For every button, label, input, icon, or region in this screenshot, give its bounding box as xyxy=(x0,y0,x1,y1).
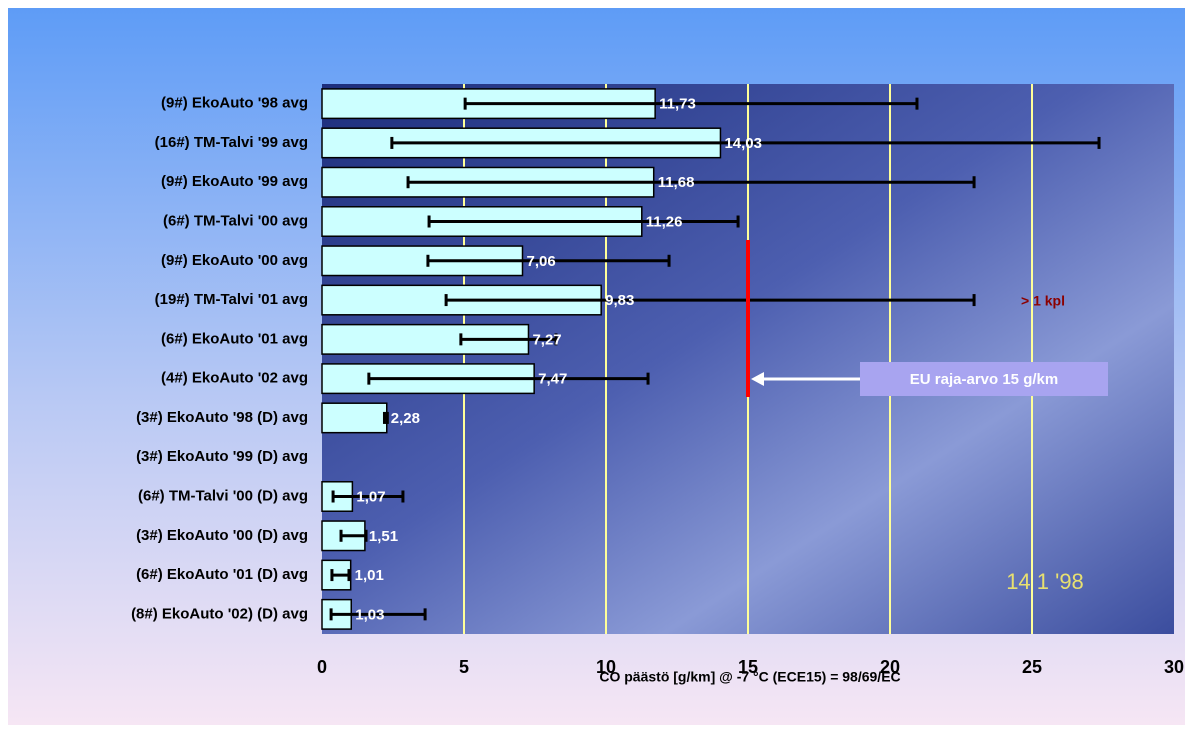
y-tick-label: (8#) EkoAuto '02) (D) avg xyxy=(131,605,308,622)
error-bar xyxy=(329,608,427,621)
value-label: 7,27 xyxy=(532,331,561,348)
value-label: 11,68 xyxy=(658,174,695,191)
y-tick-label: (3#) EkoAuto '98 (D) avg xyxy=(136,409,308,426)
value-label: 7,06 xyxy=(527,253,556,270)
error-bar xyxy=(459,333,558,346)
value-label: 1,51 xyxy=(369,528,398,545)
error-bar xyxy=(330,569,351,582)
x-tick-label: 15 xyxy=(738,657,758,677)
error-bar xyxy=(427,215,740,228)
error-bar xyxy=(390,136,1101,149)
y-tick-label: (9#) EkoAuto '98 avg xyxy=(161,95,308,112)
error-bar xyxy=(339,529,368,542)
x-tick-label: 0 xyxy=(317,657,327,677)
x-tick-label: 25 xyxy=(1022,657,1042,677)
photo-stamp: 14 1 '98 xyxy=(1006,569,1084,594)
error-bar xyxy=(444,294,976,307)
y-tick-label: (6#) TM-Talvi '00 avg xyxy=(163,212,308,229)
x-tick-label: 30 xyxy=(1164,657,1184,677)
limit-label: EU raja-arvo 15 g/km xyxy=(910,371,1058,388)
y-tick-label: (6#) TM-Talvi '00 (D) avg xyxy=(138,487,308,504)
error-bar xyxy=(331,490,405,503)
value-label: 9,83 xyxy=(605,292,634,309)
error-bar xyxy=(367,372,650,385)
y-tick-label: (4#) EkoAuto '02 avg xyxy=(161,370,308,387)
y-tick-label: (9#) EkoAuto '99 avg xyxy=(161,173,308,190)
y-tick-label: (3#) EkoAuto '99 (D) avg xyxy=(136,448,308,465)
y-tick-label: (16#) TM-Talvi '99 avg xyxy=(155,134,308,151)
bar xyxy=(321,402,388,434)
error-bar xyxy=(426,254,671,267)
limit-box xyxy=(860,362,1108,396)
x-tick-label: 10 xyxy=(596,657,616,677)
error-bar xyxy=(382,411,389,424)
value-label: 2,28 xyxy=(391,410,420,427)
x-tick-label: 20 xyxy=(880,657,900,677)
y-tick-label: (6#) EkoAuto '01 avg xyxy=(161,330,308,347)
value-label: 1,01 xyxy=(355,567,384,584)
x-tick-label: 5 xyxy=(459,657,469,677)
value-label: 11,26 xyxy=(646,213,683,230)
error-bar xyxy=(463,97,919,110)
y-tick-label: (9#) EkoAuto '00 avg xyxy=(161,252,308,269)
value-label: 11,73 xyxy=(659,96,696,113)
value-label: 7,47 xyxy=(538,371,567,388)
y-tick-label: (6#) EkoAuto '01 (D) avg xyxy=(136,566,308,583)
value-label: 14,03 xyxy=(724,135,762,152)
annotation: > 1 kpl xyxy=(1021,293,1065,309)
y-tick-label: (19#) TM-Talvi '01 avg xyxy=(155,291,308,308)
x-axis-label: CO päästö [g/km] @ -7 °C (ECE15) = 98/69… xyxy=(599,669,900,685)
error-bar xyxy=(406,176,976,189)
value-label: 1,07 xyxy=(356,488,385,505)
limit-arrow-head xyxy=(751,372,764,386)
y-tick-label: (3#) EkoAuto '00 (D) avg xyxy=(136,527,308,544)
value-label: 1,03 xyxy=(355,606,384,623)
